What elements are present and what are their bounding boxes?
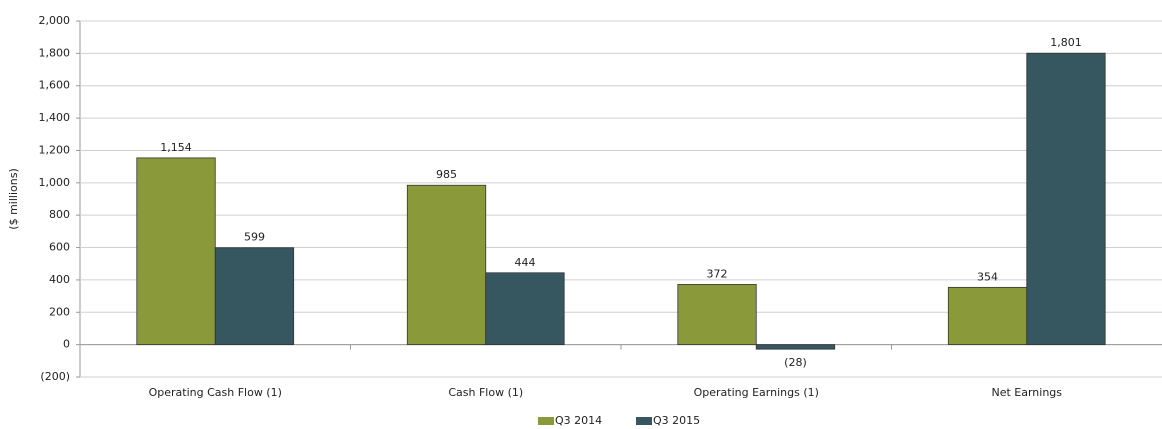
bar bbox=[677, 284, 757, 346]
data-label: 354 bbox=[977, 270, 998, 283]
bar bbox=[214, 247, 295, 346]
data-label: 372 bbox=[707, 267, 728, 280]
y-tick-label: 1,000 bbox=[39, 176, 71, 189]
x-tick-label: Cash Flow (1) bbox=[448, 386, 523, 399]
bar bbox=[136, 157, 216, 346]
bar bbox=[406, 184, 487, 346]
y-tick-label: 1,600 bbox=[39, 79, 71, 92]
data-label: 444 bbox=[514, 256, 535, 269]
legend-swatch bbox=[538, 417, 554, 425]
y-axis-label: ($ millions) bbox=[7, 168, 20, 229]
y-tick-label: (200) bbox=[40, 370, 70, 383]
data-label: 985 bbox=[436, 168, 457, 181]
x-tick-label: Operating Cash Flow (1) bbox=[149, 386, 282, 399]
y-tick-label: 200 bbox=[49, 305, 70, 318]
data-label: 1,801 bbox=[1050, 36, 1082, 49]
x-tick-label: Operating Earnings (1) bbox=[694, 386, 819, 399]
legend-label: Q3 2015 bbox=[653, 414, 700, 427]
data-label: (28) bbox=[784, 356, 807, 369]
y-tick-label: 400 bbox=[49, 273, 70, 286]
y-tick-label: 1,400 bbox=[39, 111, 71, 124]
y-tick-label: 600 bbox=[49, 241, 70, 254]
legend-swatch bbox=[636, 417, 652, 425]
bar bbox=[485, 272, 565, 346]
y-tick-label: 1,800 bbox=[39, 46, 71, 59]
data-label: 599 bbox=[244, 231, 265, 244]
y-tick-label: 1,200 bbox=[39, 143, 71, 156]
y-tick-label: 2,000 bbox=[39, 14, 71, 27]
x-tick-label: Net Earnings bbox=[991, 386, 1062, 399]
bar bbox=[755, 344, 836, 350]
data-label: 1,154 bbox=[160, 141, 192, 154]
y-tick-label: 800 bbox=[49, 208, 70, 221]
legend-label: Q3 2014 bbox=[555, 414, 602, 427]
bar bbox=[1026, 52, 1106, 346]
bar bbox=[947, 286, 1028, 346]
y-tick-label: 0 bbox=[63, 338, 70, 351]
